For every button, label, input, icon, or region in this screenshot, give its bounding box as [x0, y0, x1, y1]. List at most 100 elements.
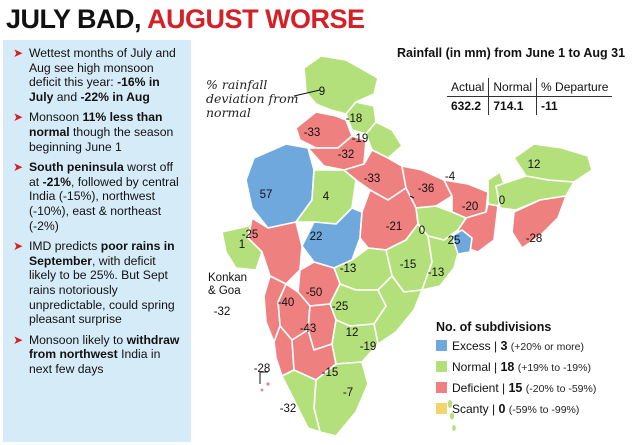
map-annotation: % rainfall deviation from normal [206, 77, 299, 120]
region-value-label: 0 [419, 225, 425, 237]
region-coastal-ap [373, 275, 423, 345]
legend-item-deficient: Deficient | 15 (-20% to -59%) [436, 381, 632, 402]
legend-count: 3 [500, 339, 508, 353]
headline-part-1: JULY BAD, [6, 4, 148, 34]
bullet-text: though the season beginning June 1 [29, 124, 174, 154]
legend-item-scanty: Scanty | 0 (-59% to -99%) [436, 402, 632, 423]
legend-label: Deficient [452, 381, 499, 395]
region-value-label: 12 [346, 327, 359, 339]
region-value-label: -13 [428, 267, 445, 279]
legend-item-normal: Normal | 18 (+19% to -19%) [436, 360, 632, 381]
region-kerala [281, 369, 321, 433]
bullet-text: , followed by central India (-15%), nort… [29, 174, 179, 233]
region-value-label: -15 [322, 367, 339, 379]
bullet-text: , with deficit likely to be 25%. But Sep… [29, 253, 175, 327]
region-haryana [307, 135, 367, 171]
lakshadweep-leader-line [259, 371, 268, 384]
bullet-bold: South peninsula [29, 160, 124, 175]
region-odisha [421, 229, 461, 291]
sidebar-bullet-4: ➤ IMD predicts poor rains in September, … [13, 239, 185, 327]
legend-swatch [436, 382, 447, 393]
rainfall-value: 714.1 [488, 96, 538, 115]
legend-title: No. of subdivisions [436, 320, 552, 334]
india-map: 9 -18 -33 -19 -32 57 4 -33 -36 -4 12 -20 0 -28 -21 -25 2… [196, 40, 632, 442]
legend-count: 0 [498, 402, 506, 416]
legend-label: Scanty [452, 402, 489, 416]
map-labels: 9 -18 -33 -19 -32 57 4 -33 -36 -4 12 -20 0 -28 -21 -25 2… [214, 86, 543, 415]
region-value-label: -25 [332, 301, 349, 313]
arrow-right-icon: ➤ [13, 160, 24, 175]
region-west-mp [301, 207, 363, 269]
region-value-label: -13 [340, 263, 357, 275]
sidebar-bullet-5: ➤ Monsoon likely to withdraw from northw… [13, 333, 185, 377]
region-value-label: -18 [346, 113, 363, 125]
region-value-label: -20 [462, 201, 479, 213]
legend-range: (-59% to -99%) [508, 404, 580, 416]
region-value-label: 25 [448, 235, 461, 247]
legend-range: (+19% to -19%) [517, 362, 591, 374]
rainfall-title: Rainfall (in mm) from June 1 to Aug 31 [397, 46, 626, 60]
region-value-label: -25 [242, 229, 259, 241]
bullet-bold: withdraw from northwest [29, 332, 180, 362]
bullet-bold: poor rains in September [29, 239, 175, 268]
legend-count: 15 [508, 381, 523, 395]
region-value-label: -32 [280, 403, 297, 415]
sidebar-bullet-1: ➤ Wettest months of July and Aug see hig… [13, 46, 185, 104]
rainfall-value-row: 632.2 714.1 -11 [447, 96, 612, 115]
bullet-text: Monsoon [29, 110, 83, 125]
region-jk [303, 55, 379, 115]
region-value-label: 22 [310, 231, 323, 243]
bullet-text: IMD predicts [29, 239, 101, 254]
region-lakshadweep [260, 382, 270, 392]
region-value-label: -50 [306, 287, 323, 299]
region-value-label: -28 [526, 233, 543, 245]
rainfall-header: Normal [488, 78, 538, 97]
region-value-label: -19 [360, 341, 377, 353]
map-svg: 9 -18 -33 -19 -32 57 4 -33 -36 -4 12 -20 0 -28 -21 -25 2… [214, 55, 593, 437]
arrow-right-icon: ➤ [13, 46, 24, 60]
region-value-label: -33 [304, 127, 321, 139]
bullet-bold: -16% in July [29, 75, 160, 104]
rainfall-header-row: Actual Normal % Departure [447, 78, 613, 97]
legend: No. of subdivisions Excess | 3 (+20% or … [436, 320, 632, 423]
legend-label: Excess [452, 339, 491, 353]
region-value-label: -28 [254, 363, 271, 375]
bullet-bold: -22% in Aug [80, 89, 150, 104]
legend-range: (-20% to -59%) [525, 383, 597, 395]
region-value-label: -21 [386, 221, 403, 233]
bullet-text: Monsoon likely to [29, 332, 127, 347]
bullet-bold: -21% [42, 174, 72, 189]
bullet-text: worst off at [29, 160, 174, 189]
sidebar: ➤ Wettest months of July and Aug see hig… [3, 40, 191, 442]
legend-count: 18 [500, 360, 515, 374]
arrow-right-icon: ➤ [13, 110, 24, 125]
legend-item-excess: Excess | 3 (+20% or more) [436, 339, 632, 360]
region-value-label: 4 [323, 191, 330, 203]
region-value-label: -43 [300, 323, 317, 335]
annotation-leader-line [293, 89, 321, 97]
region-value-label: 1 [239, 239, 245, 251]
arrow-right-icon: ➤ [13, 332, 24, 347]
konkan-label: Konkan & Goa [208, 272, 248, 297]
bullet-bold: 11% less than normal [29, 110, 163, 139]
konkan-value-label: -32 [214, 306, 231, 318]
region-value-label: -19 [352, 133, 369, 145]
bullet-text: Wettest months of July and Aug see high … [29, 46, 176, 90]
region-ne-excess [451, 229, 473, 255]
region-nmmt [511, 195, 567, 249]
rainfall-table: Actual Normal % Departure 632.2 714.1 -1… [447, 78, 613, 115]
legend-swatch [436, 361, 447, 372]
legend-swatch [436, 403, 447, 414]
region-value-label: 9 [319, 86, 325, 98]
arrow-right-icon: ➤ [13, 239, 24, 254]
rainfall-header: Actual [447, 78, 490, 97]
legend-label: Normal [452, 360, 491, 374]
region-value-label: 57 [260, 189, 273, 201]
bullet-text: and [53, 89, 81, 104]
sidebar-bullet-2: ➤ Monsoon 11% less than normal though th… [13, 110, 185, 154]
rainfall-value: -11 [541, 99, 558, 113]
region-andaman [447, 400, 456, 431]
rainfall-header: % Departure [536, 78, 613, 97]
region-value-label: -36 [418, 183, 435, 195]
marker-line [409, 195, 415, 199]
